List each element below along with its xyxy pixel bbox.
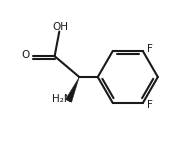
Text: O: O	[22, 51, 30, 60]
Text: F: F	[147, 44, 153, 54]
Polygon shape	[65, 77, 79, 102]
Text: OH: OH	[53, 22, 69, 32]
Text: H₂N: H₂N	[52, 94, 71, 104]
Text: F: F	[147, 100, 153, 110]
